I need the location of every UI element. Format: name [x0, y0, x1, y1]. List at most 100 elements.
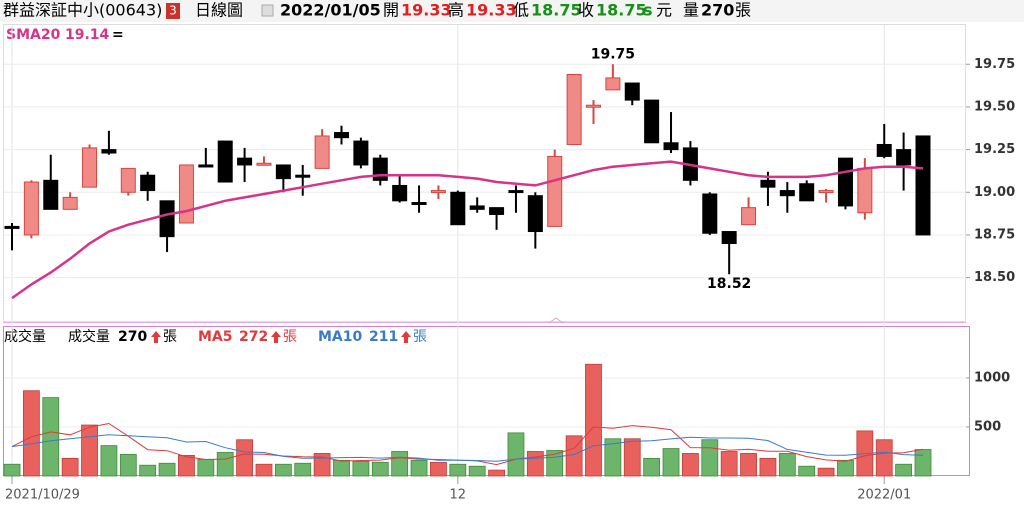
y-tick-label: 19.25 [974, 142, 1015, 157]
candle-body [159, 200, 175, 238]
candle-body [295, 174, 311, 178]
open-label: 開 [383, 1, 399, 20]
volume-unit: 張 [735, 1, 751, 20]
candle-body [82, 147, 98, 188]
up-arrow [151, 331, 161, 343]
volume-value: 270 [701, 1, 734, 20]
candle-body [741, 207, 757, 226]
sma-value: 19.14 [65, 27, 110, 43]
high-value: 19.33 [466, 1, 517, 20]
ma-line [11, 434, 924, 462]
candle-body [140, 174, 156, 192]
candle-body [566, 74, 582, 145]
volume-bar [197, 458, 215, 477]
volume-bar [3, 463, 21, 477]
close-value: 18.75 [596, 1, 647, 20]
volume-label: 成交量 [68, 328, 110, 345]
candle-body [450, 191, 466, 226]
volume-bar [701, 439, 719, 477]
candle-body [760, 179, 776, 188]
volume-unit: 張 [163, 329, 177, 345]
candle-body [198, 164, 214, 168]
y-tick-label: 18.75 [974, 227, 1015, 242]
candle-body [779, 190, 795, 197]
x-tick-label: 2021/10/29 [5, 488, 80, 503]
volume-bar [371, 461, 389, 477]
volume-bar [817, 467, 835, 477]
max-annotation: 19.75 [591, 46, 635, 62]
candle-body [372, 157, 388, 181]
close-label: 收 [578, 1, 594, 20]
y-tick-label: 19.00 [974, 185, 1015, 200]
low-label: 低 [513, 1, 529, 20]
high-label: 高 [448, 1, 464, 20]
candle-body [392, 184, 408, 202]
ma10-name: MA10 [318, 329, 363, 345]
candle-body [353, 140, 369, 166]
volume-bar [236, 439, 253, 477]
volume-bar [22, 390, 40, 477]
volume-bar [352, 460, 370, 477]
candle-body [275, 164, 291, 180]
candle-body [508, 190, 524, 194]
volume-bar [778, 453, 796, 477]
volume-bar [740, 453, 757, 477]
volume-bar [468, 465, 486, 477]
candle-body [334, 132, 350, 139]
volume-bar [623, 438, 641, 477]
volume-bar [526, 451, 544, 477]
candle-body [314, 135, 330, 169]
volume-bar [81, 424, 98, 477]
volume-bar [333, 459, 350, 477]
candle-body [430, 190, 446, 194]
period: 日線圖 [195, 1, 243, 20]
volume-bar [61, 457, 79, 477]
volume-bar [313, 453, 331, 477]
volume-bar [274, 463, 292, 477]
sma-suffix: = [112, 27, 124, 43]
ma5-value: 272 [239, 329, 268, 345]
x-tick-label: 12 [450, 488, 467, 503]
candle-body [721, 231, 737, 244]
volume-last: 270 [118, 329, 147, 345]
volume-bar [488, 469, 505, 477]
candle-body [857, 167, 873, 214]
candle-body [527, 195, 543, 233]
y-tick-label: 1000 [974, 370, 1010, 385]
dropdown[interactable] [261, 4, 274, 17]
unit: 元 [656, 1, 672, 20]
volume-bar [720, 451, 738, 477]
candle-body [547, 155, 563, 227]
candle-body [469, 205, 485, 210]
candle-body [702, 193, 718, 234]
volume-bar [430, 461, 447, 477]
badge: 3 [169, 4, 177, 18]
candle-body [43, 179, 59, 210]
ma10-unit: 張 [413, 329, 427, 345]
scroll-marker[interactable] [548, 317, 564, 324]
candle-body [663, 142, 679, 151]
candle-body [256, 162, 272, 166]
badge-box [166, 3, 180, 19]
ma10-value: 211 [369, 329, 398, 345]
candle-body [624, 82, 640, 101]
volume-bar [759, 457, 777, 477]
volume-bar [294, 462, 312, 477]
price-panel [3, 24, 966, 322]
volume-bar [507, 432, 525, 477]
candle-body [896, 149, 912, 166]
volume-bar [682, 453, 699, 477]
volume-panel [3, 326, 970, 476]
volume-bar [662, 448, 680, 477]
candle-body [23, 181, 39, 236]
candle-body [876, 143, 892, 157]
up-arrow [271, 331, 281, 343]
volume-bar [875, 439, 893, 477]
volume-bar [139, 464, 157, 477]
volume-bar [604, 438, 622, 477]
volume-bar [895, 463, 913, 477]
candle-body [411, 202, 427, 206]
candle-body [605, 77, 621, 91]
candle-body [237, 157, 253, 166]
sma-line [11, 160, 924, 300]
